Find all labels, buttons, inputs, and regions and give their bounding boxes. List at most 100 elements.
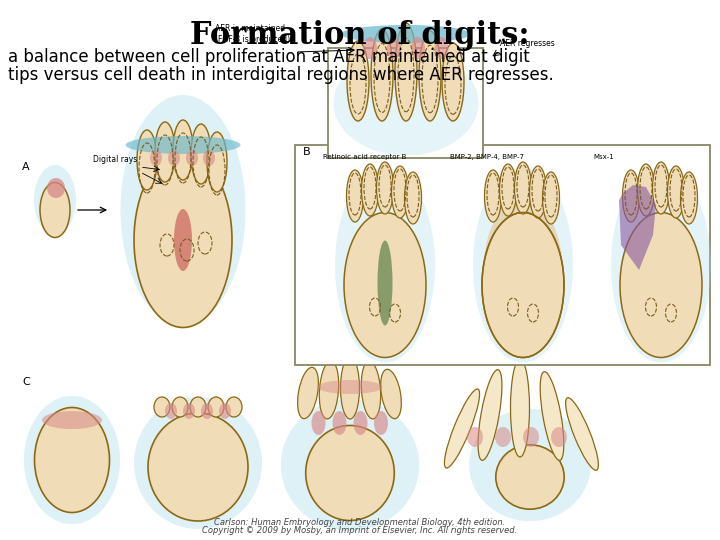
Text: tips versus cell death in interdigital regions where AER regresses.: tips versus cell death in interdigital r… <box>8 66 554 84</box>
Ellipse shape <box>42 411 102 429</box>
Text: Retinoic acid receptor B: Retinoic acid receptor B <box>323 154 406 160</box>
Ellipse shape <box>333 411 346 435</box>
Ellipse shape <box>377 162 394 214</box>
Ellipse shape <box>478 370 502 460</box>
Ellipse shape <box>281 399 419 531</box>
Ellipse shape <box>134 397 262 529</box>
Ellipse shape <box>155 122 175 182</box>
Ellipse shape <box>387 37 401 59</box>
Ellipse shape <box>623 170 639 222</box>
Ellipse shape <box>361 164 379 216</box>
Ellipse shape <box>542 172 559 224</box>
Text: Carlson: Human Embryology and Developmental Biology, 4th edition.: Carlson: Human Embryology and Developmen… <box>215 518 505 527</box>
Ellipse shape <box>341 25 471 43</box>
Ellipse shape <box>510 359 529 457</box>
Ellipse shape <box>392 166 408 218</box>
Polygon shape <box>619 185 656 270</box>
Ellipse shape <box>637 164 654 216</box>
Ellipse shape <box>226 397 242 417</box>
Ellipse shape <box>354 411 367 435</box>
Ellipse shape <box>529 166 546 218</box>
Ellipse shape <box>652 162 670 214</box>
Text: Msx-1: Msx-1 <box>593 154 613 160</box>
Ellipse shape <box>419 31 441 121</box>
Ellipse shape <box>312 411 325 435</box>
Ellipse shape <box>34 165 76 235</box>
Ellipse shape <box>344 213 426 357</box>
Ellipse shape <box>523 427 539 447</box>
Ellipse shape <box>540 372 564 460</box>
Ellipse shape <box>620 213 702 357</box>
Ellipse shape <box>346 170 364 222</box>
Text: a balance between cell proliferation at AER maintained at digit: a balance between cell proliferation at … <box>8 48 530 66</box>
Ellipse shape <box>495 427 511 447</box>
Ellipse shape <box>469 409 591 521</box>
Ellipse shape <box>411 37 425 59</box>
Ellipse shape <box>485 170 502 222</box>
Ellipse shape <box>191 124 211 184</box>
Ellipse shape <box>168 150 180 166</box>
Ellipse shape <box>183 403 195 419</box>
Ellipse shape <box>377 240 392 326</box>
Ellipse shape <box>297 367 318 418</box>
Ellipse shape <box>333 51 479 156</box>
Text: Digital rays: Digital rays <box>93 155 138 164</box>
Ellipse shape <box>611 167 711 362</box>
Ellipse shape <box>335 167 435 362</box>
Ellipse shape <box>361 361 381 419</box>
Ellipse shape <box>405 172 421 224</box>
Ellipse shape <box>319 361 338 419</box>
Bar <box>295 145 710 365</box>
Ellipse shape <box>442 43 464 121</box>
Ellipse shape <box>467 427 483 447</box>
Ellipse shape <box>35 408 109 512</box>
Text: A: A <box>22 162 30 172</box>
Ellipse shape <box>154 397 170 417</box>
Ellipse shape <box>347 41 369 121</box>
Ellipse shape <box>667 166 685 218</box>
Ellipse shape <box>374 411 388 435</box>
Ellipse shape <box>201 403 213 419</box>
Ellipse shape <box>186 150 198 166</box>
Ellipse shape <box>174 209 192 271</box>
Ellipse shape <box>137 130 157 190</box>
Text: AER is maintained
(FGF-8 is produced): AER is maintained (FGF-8 is produced) <box>215 24 290 44</box>
Ellipse shape <box>473 167 573 362</box>
Ellipse shape <box>165 403 177 419</box>
Ellipse shape <box>40 183 70 238</box>
Ellipse shape <box>24 396 120 524</box>
Text: C: C <box>22 377 30 387</box>
Ellipse shape <box>395 23 417 121</box>
Ellipse shape <box>208 397 224 417</box>
Ellipse shape <box>363 37 377 59</box>
Text: Formation of digits:: Formation of digits: <box>190 20 530 51</box>
Ellipse shape <box>125 136 240 154</box>
Ellipse shape <box>515 162 531 214</box>
Ellipse shape <box>680 172 698 224</box>
Ellipse shape <box>371 29 393 121</box>
Ellipse shape <box>172 397 188 417</box>
Bar <box>328 48 483 158</box>
Text: AER regresses: AER regresses <box>500 39 554 48</box>
Ellipse shape <box>381 369 401 418</box>
Ellipse shape <box>120 95 246 325</box>
Ellipse shape <box>500 164 516 216</box>
Ellipse shape <box>482 213 564 357</box>
Ellipse shape <box>341 357 359 419</box>
Ellipse shape <box>190 397 206 417</box>
Ellipse shape <box>444 389 480 468</box>
Ellipse shape <box>203 150 215 166</box>
Ellipse shape <box>551 427 567 447</box>
Ellipse shape <box>47 178 65 198</box>
Ellipse shape <box>150 150 162 166</box>
Text: Copyright © 2009 by Mosby, an Imprint of Elsevier, Inc. All rights reserved.: Copyright © 2009 by Mosby, an Imprint of… <box>202 526 518 535</box>
Ellipse shape <box>434 37 449 59</box>
Ellipse shape <box>219 403 231 419</box>
Ellipse shape <box>496 445 564 509</box>
Text: BMP-2, BMP-4, BMP-7: BMP-2, BMP-4, BMP-7 <box>450 154 524 160</box>
Ellipse shape <box>483 198 563 353</box>
Ellipse shape <box>306 426 395 521</box>
Ellipse shape <box>566 398 598 470</box>
Ellipse shape <box>318 380 382 394</box>
Ellipse shape <box>134 152 232 327</box>
